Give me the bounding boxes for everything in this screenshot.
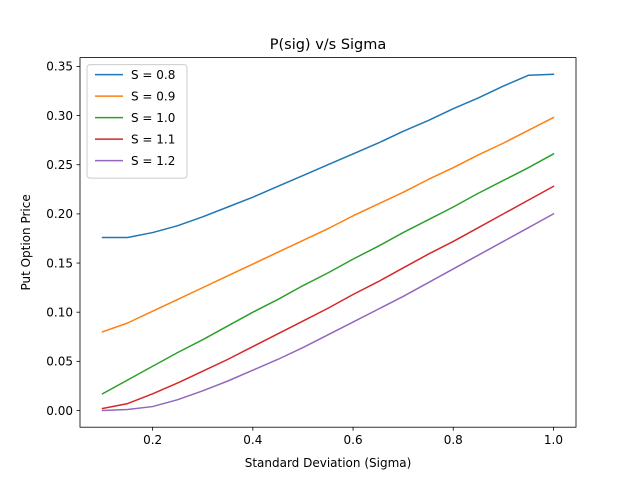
y-tick-label: 0.00 xyxy=(46,404,73,418)
legend-box xyxy=(86,64,188,179)
x-tick-label: 0.4 xyxy=(243,433,262,447)
y-axis: 0.00 0.05 0.10 0.15 0.20 0.25 0.30 0.35 xyxy=(46,60,80,418)
chart-title: P(sig) v/s Sigma xyxy=(270,37,387,53)
x-tick-label: 1.0 xyxy=(544,433,563,447)
y-tick-label: 0.15 xyxy=(46,256,73,270)
legend-label-2: S = 0.9 xyxy=(131,89,175,103)
y-tick-label: 0.05 xyxy=(46,355,73,369)
legend-label-3: S = 1.0 xyxy=(131,111,175,125)
y-tick-label: 0.35 xyxy=(46,60,73,74)
y-tick-label: 0.30 xyxy=(46,109,73,123)
series-line-3 xyxy=(101,152,555,395)
plot-frame xyxy=(79,57,577,428)
x-axis: 0.2 0.4 0.6 0.8 1.0 xyxy=(143,427,563,447)
x-tick-label: 0.8 xyxy=(444,433,463,447)
legend-label-1: S = 0.8 xyxy=(131,68,175,82)
series-layer xyxy=(101,73,555,412)
series-line-5 xyxy=(101,212,555,412)
y-tick-label: 0.25 xyxy=(46,158,73,172)
series-line-4 xyxy=(101,185,555,410)
x-tick-label: 0.6 xyxy=(344,433,363,447)
x-axis-label: Standard Deviation (Sigma) xyxy=(245,456,412,470)
legend: S = 0.8 S = 0.9 S = 1.0 S = 1.1 S = 1.2 xyxy=(86,64,188,179)
legend-label-4: S = 1.1 xyxy=(131,132,175,146)
x-tick-label: 0.2 xyxy=(143,433,162,447)
y-tick-label: 0.10 xyxy=(46,305,73,319)
y-axis-label: Put Option Price xyxy=(19,194,33,290)
series-line-2 xyxy=(101,116,555,333)
legend-label-5: S = 1.2 xyxy=(131,154,175,168)
series-line-1 xyxy=(101,73,555,239)
y-tick-label: 0.20 xyxy=(46,207,73,221)
